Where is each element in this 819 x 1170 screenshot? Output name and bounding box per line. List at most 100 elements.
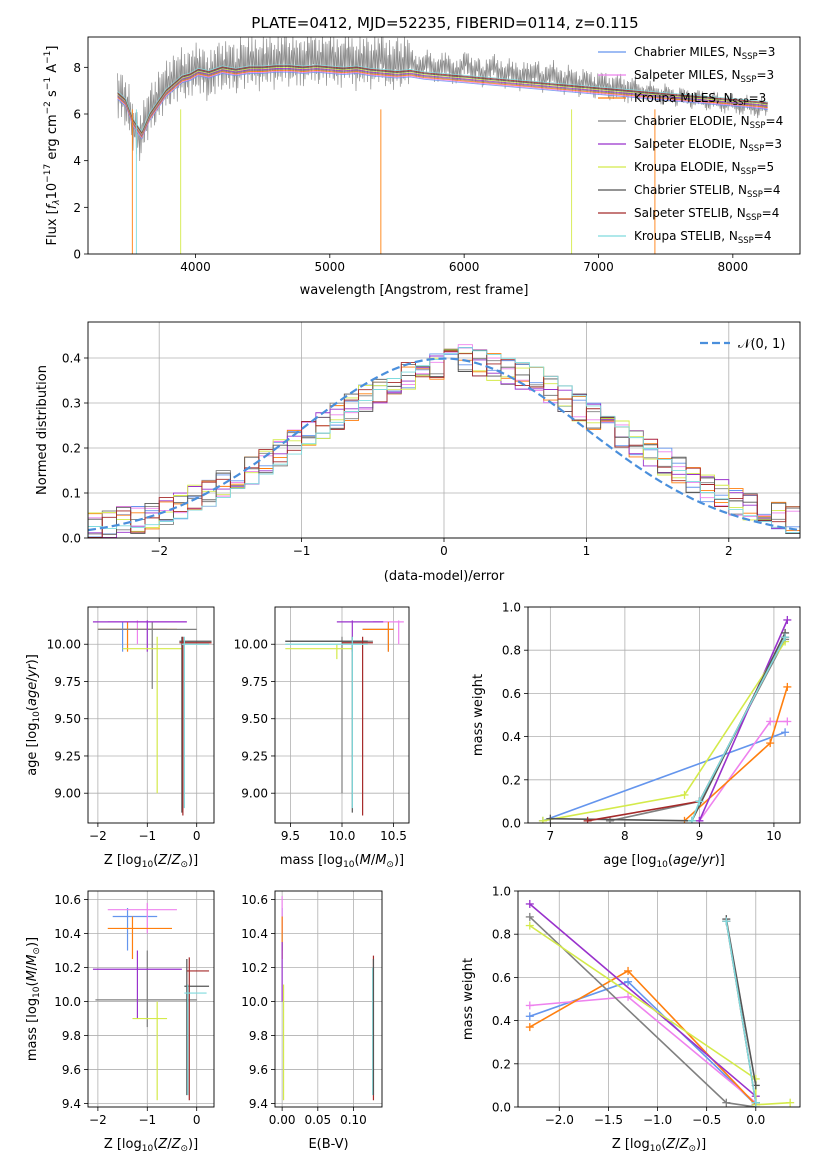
y-tick-label: 0.1 — [62, 487, 81, 501]
y-tick-label: 10.6 — [54, 893, 81, 907]
weight-line — [698, 619, 789, 822]
x-tick-label: −2 — [89, 1113, 107, 1127]
y-tick-label: 1.0 — [492, 885, 511, 899]
y-tick-label: 9.6 — [249, 1063, 268, 1077]
spectrum-model-line — [117, 64, 768, 133]
weight-marker — [695, 816, 704, 823]
mass_vs_Z-plot-area — [92, 902, 210, 1101]
x-tick-label: 7000 — [583, 260, 614, 274]
legend-entry: Chabrier ELODIE, NSSP=4 — [634, 114, 783, 131]
axes-frame — [87, 606, 215, 824]
y-axis-label: mass [log10(M/M⊙)] — [25, 937, 42, 1061]
y-tick-label: 0.4 — [62, 352, 81, 366]
weight-line — [529, 995, 757, 1104]
y-tick-label: 10.0 — [54, 995, 81, 1009]
y-tick-label: 0.0 — [492, 1101, 511, 1115]
weight-line — [529, 969, 757, 1106]
weight-marker — [766, 739, 775, 748]
y-tick-label: 9.4 — [62, 1097, 81, 1111]
y-tick-label: 10.2 — [241, 961, 268, 975]
y-tick-label: 9.8 — [249, 1029, 268, 1043]
x-axis-label: age [log10(age/yr)] — [603, 853, 725, 870]
x-tick-label: 0.00 — [269, 1113, 296, 1127]
mass_vs_Z-axes: −2 −1 0 9.4 9.6 9.8 10.0 10.2 10.4 10.6 Z [log10(Z… — [25, 890, 215, 1154]
x-axis-label: mass [log10(M/M⊙)] — [280, 853, 404, 870]
x-tick-label: 9 — [696, 829, 704, 843]
weight-line — [529, 924, 791, 1106]
x-tick-label: −1.5 — [594, 1113, 623, 1127]
x-tick-label: 0 — [193, 829, 201, 843]
y-tick-label: 0.6 — [492, 971, 511, 985]
weight-marker — [624, 977, 633, 986]
weight-marker — [783, 717, 792, 726]
x-axis-label: Z [log10(Z/Z⊙)] — [104, 853, 198, 870]
x-tick-label: 5000 — [315, 260, 346, 274]
legend-entry: 𝒩(0, 1) — [738, 337, 785, 352]
x-tick-label: −2 — [150, 544, 168, 558]
x-tick-label: 7 — [547, 829, 555, 843]
x-axis-label: wavelength [Angstrom, rest frame] — [300, 283, 529, 298]
y-tick-label: 0.6 — [502, 687, 521, 701]
y-tick-label: 10.00 — [234, 638, 268, 652]
x-tick-label: 0.0 — [746, 1113, 765, 1127]
weight-marker — [605, 816, 614, 823]
spectrum-axes: 4000 5000 6000 7000 8000 0 2 4 6 8 wavelength [Ang… — [43, 36, 801, 298]
x-tick-label: −0.5 — [692, 1113, 721, 1127]
weight-marker — [786, 1098, 795, 1107]
y-tick-label: 0.4 — [492, 1014, 511, 1028]
weight-marker — [525, 912, 534, 921]
weight-marker — [687, 816, 696, 823]
x-tick-label: 10.0 — [329, 829, 356, 843]
y-tick-label: 10.00 — [47, 638, 81, 652]
weight-marker — [525, 1001, 534, 1010]
y-tick-label: 10.2 — [54, 961, 81, 975]
axes-frame — [274, 890, 383, 1108]
axes-frame — [87, 36, 801, 255]
legend-entry: Salpeter ELODIE, NSSP=3 — [634, 137, 782, 154]
weight-marker — [722, 1098, 731, 1107]
weight-marker — [680, 790, 689, 799]
weight-marker — [695, 797, 704, 806]
massweight_vs_age-axes: 7 8 9 10 0.0 0.2 0.4 0.6 0.8 1.0 age [log10(age/yr… — [471, 601, 801, 870]
x-tick-label: 9.5 — [281, 829, 300, 843]
weight-marker — [766, 717, 775, 726]
y-tick-label: 0 — [73, 248, 81, 262]
y-tick-label: 0.2 — [62, 442, 81, 456]
legend-entry: Chabrier STELIB, NSSP=4 — [634, 183, 781, 200]
y-tick-label: 4 — [73, 154, 81, 168]
x-tick-label: 0.10 — [340, 1113, 367, 1127]
y-axis-label: mass weight — [461, 958, 476, 1040]
residual-legend: 𝒩(0, 1) — [700, 337, 785, 352]
y-tick-label: 0.8 — [502, 644, 521, 658]
y-tick-label: 9.75 — [54, 675, 81, 689]
spectrum-model-line — [117, 68, 768, 137]
weight-marker — [525, 1023, 534, 1032]
y-axis-label: Normed distribution — [35, 365, 50, 495]
y-tick-label: 2 — [73, 201, 81, 215]
x-tick-label: −2.0 — [545, 1113, 574, 1127]
figure-title: PLATE=0412, MJD=52235, FIBERID=0114, z=0… — [251, 14, 638, 32]
x-tick-label: 0 — [440, 544, 448, 558]
x-tick-label: 2 — [725, 544, 733, 558]
y-tick-label: 9.25 — [54, 749, 81, 763]
legend-entry: Chabrier MILES, NSSP=3 — [634, 45, 775, 62]
y-tick-label: 8 — [73, 61, 81, 75]
x-tick-label: −1.0 — [643, 1113, 672, 1127]
y-axis-label: age [log10(age/yr)] — [25, 654, 42, 776]
spectrum-model-line — [117, 69, 768, 138]
y-tick-label: 0.2 — [502, 773, 521, 787]
weight-marker — [783, 615, 792, 624]
y-tick-label: 0.2 — [492, 1057, 511, 1071]
y-tick-label: 9.75 — [241, 675, 268, 689]
y-tick-label: 6 — [73, 108, 81, 122]
massweight_vs_age-plot-area — [538, 615, 792, 823]
weight-marker — [751, 1098, 760, 1107]
legend-entry: Kroupa STELIB, NSSP=4 — [634, 229, 772, 246]
histogram-step — [88, 350, 800, 538]
weight-marker — [538, 816, 547, 823]
legend-entry: Kroupa MILES, NSSP=3 — [634, 91, 766, 108]
x-tick-label: −1 — [138, 829, 156, 843]
weight-marker — [781, 728, 790, 737]
weight-line — [550, 632, 786, 822]
y-tick-label: 9.50 — [241, 712, 268, 726]
